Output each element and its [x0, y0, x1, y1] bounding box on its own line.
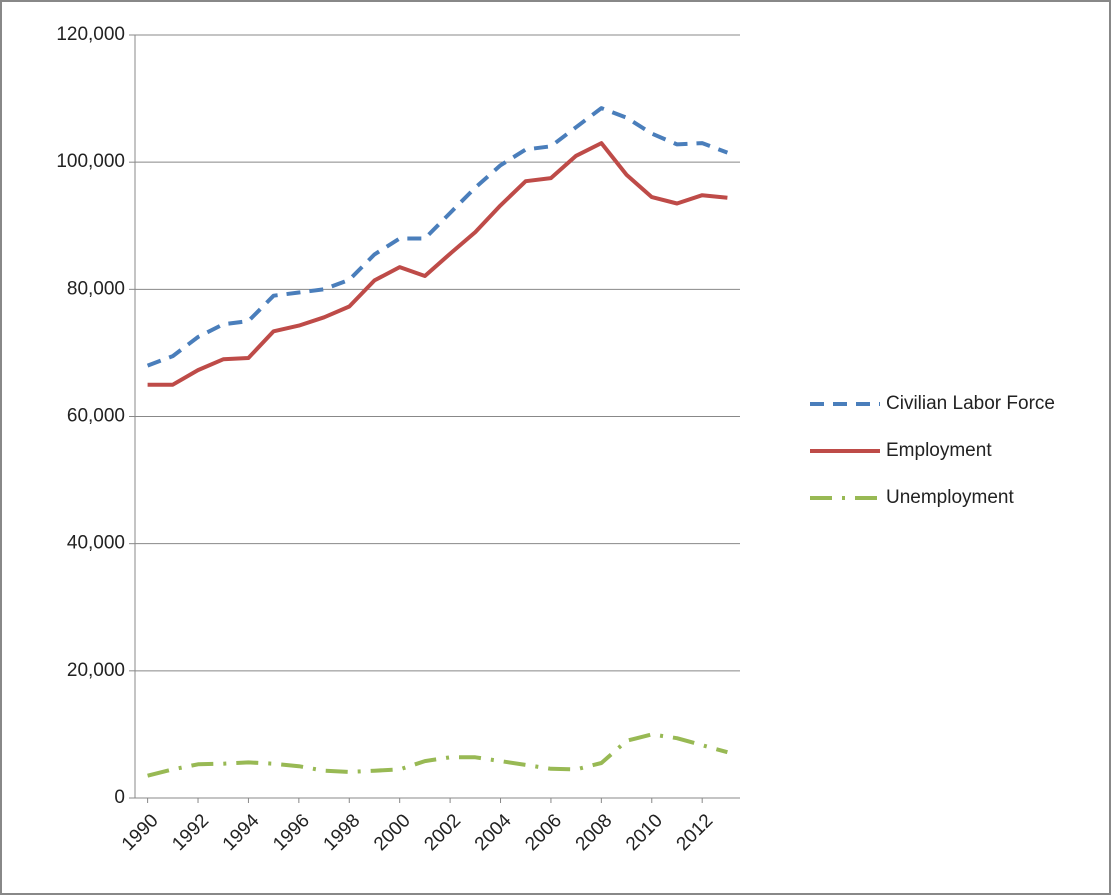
series-line: [147, 732, 728, 778]
legend-label: Civilian Labor Force: [886, 393, 1055, 414]
series-line: [147, 141, 728, 387]
series-line: [146, 106, 729, 368]
y-tick-label: 120,000: [56, 24, 125, 45]
legend-label: Employment: [886, 440, 992, 461]
y-tick-label: 20,000: [67, 660, 125, 681]
y-tick-label: 0: [114, 787, 125, 808]
y-tick-label: 40,000: [67, 533, 125, 554]
y-tick-label: 80,000: [67, 278, 125, 299]
y-tick-label: 100,000: [56, 151, 125, 172]
y-tick-label: 60,000: [67, 406, 125, 427]
legend-label: Unemployment: [886, 487, 1014, 508]
